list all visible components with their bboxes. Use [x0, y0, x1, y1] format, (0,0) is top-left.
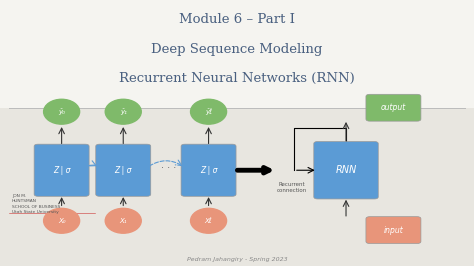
- Ellipse shape: [44, 208, 80, 233]
- Text: Deep Sequence Modeling: Deep Sequence Modeling: [151, 43, 323, 56]
- Ellipse shape: [44, 99, 80, 124]
- Text: Recurrent
connection: Recurrent connection: [276, 182, 307, 193]
- Text: . . .: . . .: [161, 160, 176, 170]
- FancyBboxPatch shape: [0, 0, 474, 108]
- Text: RNN: RNN: [336, 165, 356, 175]
- FancyBboxPatch shape: [181, 144, 236, 196]
- Ellipse shape: [105, 99, 141, 124]
- Text: Z | σ: Z | σ: [115, 166, 132, 175]
- FancyBboxPatch shape: [34, 144, 89, 196]
- Ellipse shape: [191, 99, 227, 124]
- Text: Z | σ: Z | σ: [200, 166, 217, 175]
- Text: Pedram Jahangiry - Spring 2023: Pedram Jahangiry - Spring 2023: [187, 257, 287, 262]
- Text: Module 6 – Part I: Module 6 – Part I: [179, 13, 295, 26]
- FancyBboxPatch shape: [314, 142, 378, 199]
- Text: Xℓ: Xℓ: [205, 218, 212, 224]
- Text: ŷ₁: ŷ₁: [120, 108, 127, 115]
- Text: Z | σ: Z | σ: [53, 166, 70, 175]
- Text: Recurrent Neural Networks (RNN): Recurrent Neural Networks (RNN): [119, 72, 355, 85]
- Text: ŷℓ: ŷℓ: [205, 108, 212, 115]
- FancyBboxPatch shape: [366, 217, 421, 244]
- Text: X₁: X₁: [119, 218, 127, 224]
- Text: ŷ₀: ŷ₀: [58, 108, 65, 115]
- Text: input: input: [383, 226, 403, 235]
- FancyBboxPatch shape: [366, 94, 421, 121]
- Text: output: output: [381, 103, 406, 112]
- Text: JON M.
HUNTSMAN
SCHOOL OF BUSINESS
Utah State University: JON M. HUNTSMAN SCHOOL OF BUSINESS Utah …: [12, 194, 60, 214]
- FancyBboxPatch shape: [96, 144, 151, 196]
- Ellipse shape: [191, 208, 227, 233]
- Ellipse shape: [105, 208, 141, 233]
- Text: X₀: X₀: [58, 218, 65, 224]
